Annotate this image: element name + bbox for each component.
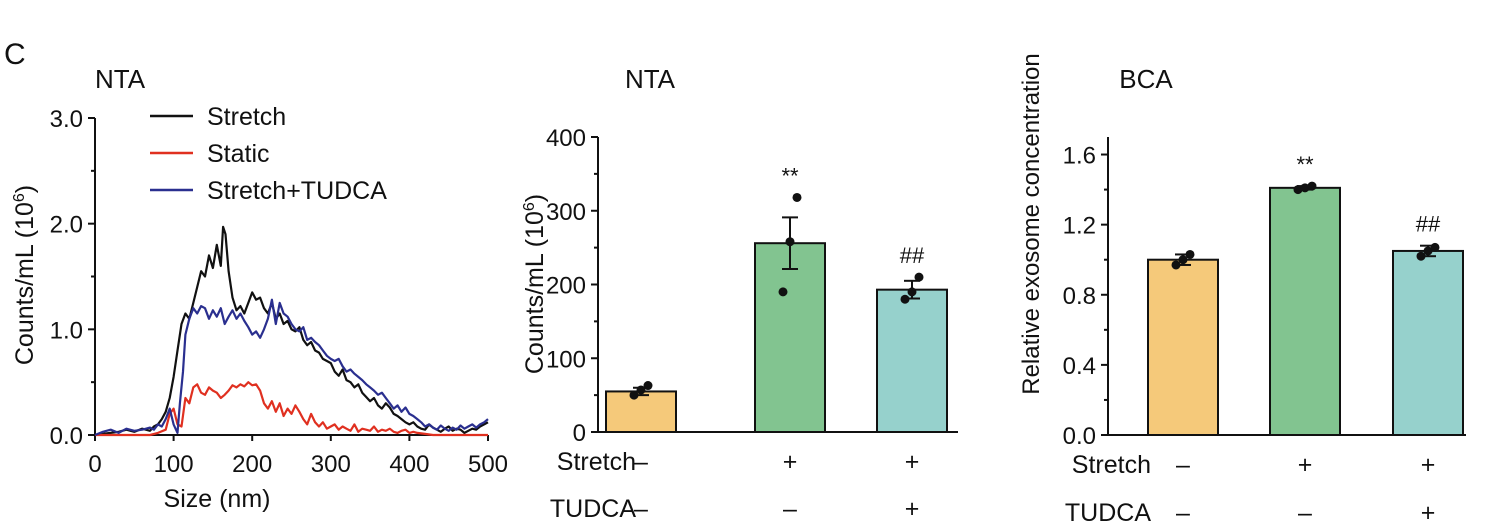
chart2-bar-control	[605, 390, 677, 433]
chart3-data-point	[1185, 249, 1195, 259]
legend-label-0: Stretch	[207, 103, 286, 131]
chart1-x-tick-label: 300	[311, 451, 351, 478]
panel-label: C	[4, 38, 26, 71]
chart1-x-axis-label: Size (nm)	[164, 485, 271, 513]
chart2-y-axis-label: Counts/mL (106)	[521, 194, 549, 374]
chart2-condition-mark: +	[905, 448, 920, 476]
chart3-data-point	[1416, 251, 1426, 261]
chart2-y-tick-label: 0	[573, 420, 586, 447]
chart3-row-label-stretch: Stretch	[1072, 451, 1151, 479]
chart3-data-point	[1423, 246, 1433, 256]
chart3-condition-mark: +	[1421, 499, 1436, 527]
chart3-y-tick-label: 0.8	[1063, 283, 1096, 310]
chart1-title: NTA	[95, 64, 146, 94]
chart1-y-tick-label: 2.0	[50, 212, 83, 239]
chart2-condition-mark: +	[905, 495, 920, 523]
chart3-condition-mark: +	[1421, 451, 1436, 479]
chart1-series-line-stretch	[94, 225, 489, 437]
chart1-y-tick-label: 0.0	[50, 423, 83, 450]
chart3-y-tick-label: 0.0	[1063, 423, 1096, 450]
chart3-title: BCA	[1119, 64, 1173, 94]
chart3-data-point	[1300, 183, 1310, 193]
chart2-y-tick-label: 100	[546, 346, 586, 373]
chart3-bar-stretch	[1269, 186, 1341, 436]
chart1-x-tick-label: 500	[468, 451, 508, 478]
chart3-condition-mark: –	[1176, 499, 1190, 527]
chart2-data-point	[636, 385, 646, 395]
chart3-condition-mark: +	[1298, 451, 1313, 479]
chart1-series-line-stretch-tudca	[94, 298, 489, 437]
chart2-data-point	[900, 294, 910, 304]
chart2-title: NTA	[625, 64, 676, 94]
chart-nta-bar: NTA Counts/mL (106) 0 100 200 300 400 ** ## Str…	[521, 64, 958, 523]
chart1-series-line-static	[95, 381, 488, 437]
chart-nta-size-distribution: NTA Stretch Static Stretch+TUDCA Size (nm)…	[11, 64, 508, 513]
chart2-data-point	[792, 192, 802, 202]
chart3-condition-mark: –	[1176, 451, 1190, 479]
chart-bca-bar: BCA Relative exosome concentration 0.0 0.…	[1018, 53, 1466, 527]
chart1-y-axis-label: Counts/mL (106)	[11, 185, 39, 365]
chart2-row-label-tudca: TUDCA	[550, 495, 636, 523]
chart2-data-point	[914, 272, 924, 282]
chart3-bar-control	[1147, 258, 1219, 436]
chart2-bar-stretch	[754, 242, 826, 433]
chart2-data-point	[907, 287, 917, 297]
chart3-row-label-tudca: TUDCA	[1065, 499, 1151, 527]
chart3-bar-stretch-tudca	[1392, 249, 1464, 436]
chart3-y-tick-label: 1.6	[1063, 143, 1096, 170]
chart2-condition-mark: +	[783, 448, 798, 476]
chart2-data-point	[643, 381, 653, 391]
chart2-condition-mark: –	[783, 495, 797, 523]
chart3-data-point	[1430, 242, 1440, 252]
chart2-data-point	[778, 287, 788, 297]
chart2-data-point	[785, 237, 795, 247]
chart2-bar-stretch-tudca	[876, 288, 948, 433]
legend-label-1: Static	[207, 140, 270, 168]
chart2-condition-mark: –	[634, 495, 648, 523]
chart1-x-tick-label: 200	[232, 451, 272, 478]
chart3-significance-label: ##	[1416, 212, 1441, 237]
chart3-y-tick-label: 0.4	[1063, 353, 1096, 380]
chart3-data-point	[1171, 260, 1181, 270]
chart2-row-label-stretch: Stretch	[557, 448, 636, 476]
chart1-x-tick-label: 100	[154, 451, 194, 478]
chart3-data-point	[1307, 181, 1317, 191]
chart1-legend: Stretch Static Stretch+TUDCA	[150, 103, 387, 205]
chart1-x-tick-label: 0	[88, 451, 101, 478]
chart1-x-tick-label: 400	[389, 451, 429, 478]
chart2-condition-mark: –	[634, 448, 648, 476]
chart1-y-tick-label: 3.0	[50, 106, 83, 133]
chart1-y-tick-label: 1.0	[50, 317, 83, 344]
chart2-y-tick-label: 300	[546, 199, 586, 226]
chart2-y-tick-label: 200	[546, 273, 586, 300]
chart2-significance-label: ##	[900, 243, 925, 268]
chart3-condition-mark: –	[1298, 499, 1312, 527]
chart3-data-point	[1293, 185, 1303, 195]
legend-label-2: Stretch+TUDCA	[207, 177, 387, 205]
chart3-data-point	[1178, 255, 1188, 265]
chart2-significance-label: **	[781, 163, 799, 188]
chart2-y-tick-label: 400	[546, 125, 586, 152]
chart3-significance-label: **	[1296, 152, 1314, 177]
chart3-y-tick-label: 1.2	[1063, 213, 1096, 240]
chart3-y-axis-label: Relative exosome concentration	[1018, 53, 1045, 395]
chart2-data-point	[629, 390, 639, 400]
